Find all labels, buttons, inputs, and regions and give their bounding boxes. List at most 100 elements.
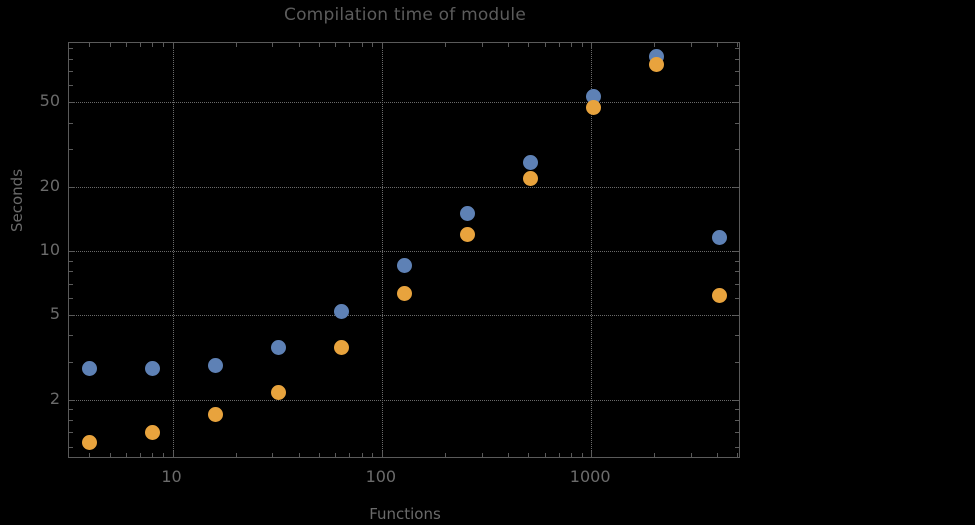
y-axis-minor-tick [735,298,739,300]
y-axis-tick [733,314,739,316]
x-axis-tick [591,451,593,457]
x-axis-minor-tick [481,43,483,47]
page-title: Compilation time of module [284,5,526,25]
y-axis-tick-label: 10 [39,239,60,259]
x-axis-minor-tick [361,453,363,457]
x-axis-minor-tick [89,453,91,457]
y-axis-tick [733,399,739,401]
data-point-series-blue [207,357,223,373]
y-axis-tick-label: 5 [49,303,60,323]
data-point-series-orange [711,287,727,303]
data-point-series-orange [81,435,97,451]
x-axis-minor-tick [349,43,351,47]
y-axis-minor-tick [69,122,73,124]
plot-area [68,42,740,458]
y-axis-minor-tick [735,335,739,337]
y-axis-tick [69,250,75,252]
data-point-series-orange [459,226,475,242]
x-axis-tick [381,451,383,457]
x-axis-minor-tick [235,453,237,457]
gridline-horizontal [69,102,739,104]
y-axis-minor-tick [735,409,739,411]
y-axis-minor-tick [69,85,73,87]
y-axis-minor-tick [69,260,73,262]
x-axis-minor-tick [318,43,320,47]
gridline-horizontal [69,399,739,401]
y-axis-tick [69,102,75,104]
x-axis-minor-tick [691,453,692,457]
y-axis-tick [733,186,739,188]
x-axis-tick [172,43,174,49]
x-axis-minor-tick [737,453,739,457]
x-axis-minor-tick [140,43,142,47]
y-axis-minor-tick [735,420,739,422]
y-axis-tick [69,186,75,188]
x-axis-minor-tick [298,43,300,47]
gridline-vertical [381,43,383,457]
data-point-series-orange [333,340,349,356]
y-axis-tick [69,314,75,316]
x-axis-minor-tick [528,453,530,457]
data-point-series-orange [585,100,601,116]
x-axis-minor-tick [152,453,154,457]
x-axis-minor-tick [318,453,320,457]
x-axis-minor-tick [335,453,337,457]
x-axis-minor-tick [162,43,164,47]
y-axis-tick [69,399,75,401]
x-axis-minor-tick [544,43,546,47]
x-axis-minor-tick [349,453,351,457]
y-axis-minor-tick [735,122,739,124]
y-axis-minor-tick [69,420,73,422]
data-point-series-blue [711,230,727,246]
x-axis-minor-tick [109,43,111,47]
x-axis-minor-tick [570,453,572,457]
x-axis-minor-tick [152,43,154,47]
gridline-horizontal [69,186,739,188]
y-axis-minor-tick [69,283,73,285]
data-point-series-orange [648,57,664,73]
y-axis-minor-tick [735,271,739,273]
x-axis-minor-tick [507,43,509,47]
x-axis-tick-label: 10 [161,467,182,486]
y-axis-minor-tick [69,71,73,73]
x-axis-minor-tick [481,453,483,457]
y-axis-tick-label: 20 [39,175,60,195]
y-axis-minor-tick [69,409,73,411]
x-axis-minor-tick [570,43,572,47]
data-point-series-orange [522,170,538,186]
x-axis-minor-tick [335,43,337,47]
x-axis-tick-label: 100 [365,467,397,486]
x-axis-minor-tick [372,453,374,457]
x-axis-minor-tick [737,43,739,47]
x-axis-minor-tick [717,453,719,457]
x-axis-minor-tick [654,453,656,457]
x-axis-minor-tick [654,43,656,47]
x-axis-tick [172,451,174,457]
data-point-series-blue [522,155,538,171]
gridline-vertical [172,43,174,457]
y-axis-tick [733,102,739,104]
y-axis-minor-tick [69,362,73,364]
x-axis-minor-tick [691,43,692,47]
x-axis-minor-tick [272,453,274,457]
y-axis-minor-tick [735,71,739,73]
x-axis-minor-tick [544,453,546,457]
data-point-series-blue [144,360,160,376]
gridline-horizontal [69,314,739,316]
x-axis-minor-tick [581,453,583,457]
data-point-series-blue [396,258,412,274]
y-axis-minor-tick [735,446,739,448]
x-axis-minor-tick [444,43,446,47]
y-axis-minor-tick [735,432,739,434]
x-axis-minor-tick [298,453,300,457]
x-axis-minor-tick [581,43,583,47]
x-axis-minor-tick [162,453,164,457]
x-axis-tick [591,43,593,49]
data-point-series-blue [270,340,286,356]
y-axis-minor-tick [735,47,739,49]
y-axis-minor-tick [735,85,739,87]
x-axis-tick [381,43,383,49]
x-axis-minor-tick [444,453,446,457]
x-axis-minor-tick [558,43,560,47]
y-axis-tick-label: 2 [49,388,60,408]
